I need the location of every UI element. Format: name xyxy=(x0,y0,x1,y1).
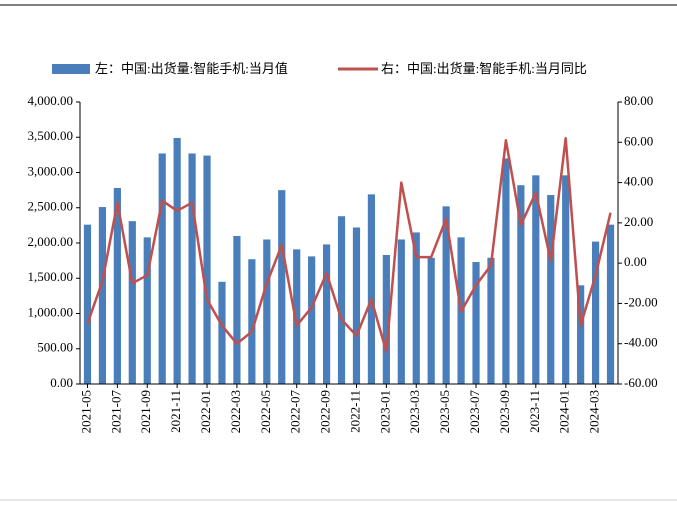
y2-tick-label: -60.00 xyxy=(624,375,658,390)
bar xyxy=(502,158,510,384)
x-tick-label: 2023-03 xyxy=(407,390,422,433)
bar xyxy=(547,195,555,384)
y-tick-label: 0.00 xyxy=(50,375,73,390)
y2-tick-label: 60.00 xyxy=(624,133,653,148)
bar xyxy=(203,155,211,384)
bar xyxy=(472,262,480,384)
x-tick-label: 2024-01 xyxy=(557,390,572,433)
bar xyxy=(442,206,450,384)
bar xyxy=(577,285,585,384)
bar xyxy=(532,175,540,384)
bar xyxy=(606,224,615,384)
bar xyxy=(412,232,420,384)
y2-tick-label: 40.00 xyxy=(624,174,653,189)
bar xyxy=(248,259,256,384)
bar xyxy=(293,249,301,384)
x-tick-label: 2021-05 xyxy=(78,390,93,433)
x-tick-label: 2022-09 xyxy=(318,390,333,433)
y2-tick-label: -20.00 xyxy=(624,294,658,309)
x-tick-label: 2022-03 xyxy=(228,390,243,433)
x-tick-label: 2022-11 xyxy=(347,390,362,433)
legend-label: 右：中国:出货量:智能手机:当月同比 xyxy=(381,61,587,76)
bar xyxy=(322,244,331,384)
legend-label: 左：中国:出货量:智能手机:当月值 xyxy=(95,61,288,76)
bar xyxy=(382,254,390,384)
x-tick-label: 2023-07 xyxy=(467,390,482,434)
bar xyxy=(278,190,286,384)
x-tick-label: 2021-11 xyxy=(168,390,183,433)
bar xyxy=(591,241,600,384)
bar xyxy=(367,194,376,384)
bar xyxy=(98,207,107,384)
x-tick-label: 2023-01 xyxy=(377,390,392,433)
bar xyxy=(113,188,121,384)
y2-tick-label: -40.00 xyxy=(624,335,658,350)
y-tick-label: 3,500.00 xyxy=(28,128,74,143)
y2-tick-label: 80.00 xyxy=(624,93,653,108)
y-tick-label: 1,500.00 xyxy=(28,269,74,284)
x-tick-label: 2021-09 xyxy=(138,390,153,433)
bar xyxy=(562,175,570,384)
bar xyxy=(188,153,196,384)
y-tick-label: 1,000.00 xyxy=(28,304,74,319)
y2-tick-label: 20.00 xyxy=(624,214,653,229)
x-tick-label: 2022-07 xyxy=(288,390,303,434)
bar xyxy=(337,216,346,384)
y-tick-label: 3,000.00 xyxy=(28,163,74,178)
x-tick-label: 2022-01 xyxy=(198,390,213,433)
x-tick-label: 2023-09 xyxy=(497,390,512,433)
bar xyxy=(263,239,271,384)
bar xyxy=(128,221,136,384)
y-tick-label: 4,000.00 xyxy=(28,93,74,108)
bar xyxy=(517,185,525,384)
x-tick-label: 2023-11 xyxy=(527,390,542,433)
y2-tick-label: 0.00 xyxy=(624,254,647,269)
bar xyxy=(487,257,495,384)
bar xyxy=(352,227,361,384)
x-tick-label: 2024-03 xyxy=(587,390,602,433)
x-tick-label: 2023-05 xyxy=(437,390,452,433)
y-tick-label: 2,500.00 xyxy=(28,199,74,214)
y-tick-label: 500.00 xyxy=(37,340,73,355)
y-tick-label: 2,000.00 xyxy=(28,234,74,249)
bar xyxy=(218,281,226,384)
bar xyxy=(397,239,405,384)
bar xyxy=(143,237,151,384)
bar xyxy=(158,153,166,384)
bar xyxy=(83,224,92,384)
bar xyxy=(173,137,181,384)
bar xyxy=(308,256,316,384)
x-tick-label: 2021-07 xyxy=(108,390,123,434)
bar xyxy=(233,235,241,384)
legend-swatch xyxy=(52,64,90,74)
x-tick-label: 2022-05 xyxy=(258,390,273,433)
bar xyxy=(427,257,435,384)
line xyxy=(86,137,612,354)
